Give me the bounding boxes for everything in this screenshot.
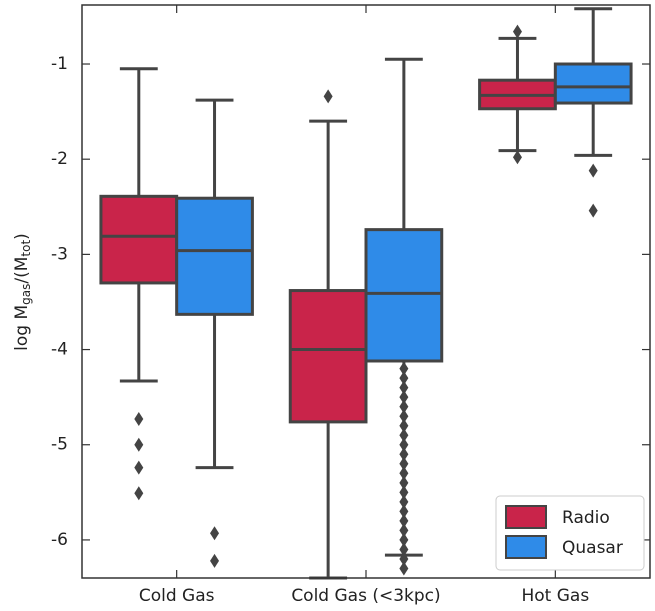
box: [288, 289, 368, 424]
outlier: [399, 466, 409, 481]
outlier: [323, 89, 333, 104]
outlier: [512, 150, 522, 165]
legend-swatch: [505, 535, 547, 559]
outlier: [399, 561, 409, 576]
outlier: [134, 486, 144, 501]
outlier: [134, 412, 144, 427]
outlier: [399, 447, 409, 462]
x-tick-label: Cold Gas: [139, 586, 215, 606]
outlier: [399, 409, 409, 424]
y-label-part: /(M: [12, 257, 32, 284]
box: [553, 62, 633, 105]
outlier: [399, 513, 409, 528]
outlier: [399, 494, 409, 509]
y-label-part: gas: [19, 284, 33, 305]
outlier: [399, 371, 409, 386]
box: [175, 196, 254, 316]
outlier: [399, 361, 409, 376]
outlier: [399, 504, 409, 519]
outlier: [399, 399, 409, 414]
outlier: [588, 203, 598, 218]
outlier: [399, 437, 409, 452]
legend-label: Radio: [562, 508, 610, 528]
y-tick-label: -6: [51, 530, 68, 550]
plot-frame: [81, 4, 651, 579]
outlier: [399, 428, 409, 443]
outlier: [399, 532, 409, 547]
outlier: [399, 475, 409, 490]
outlier: [134, 437, 144, 452]
outlier: [210, 553, 220, 568]
y-tick-label: -4: [51, 340, 68, 360]
y-tick-label: -1: [51, 54, 68, 74]
box: [99, 194, 179, 285]
y-axis-label: log Mgas/(Mtot): [12, 233, 33, 351]
y-label-part: ): [12, 233, 32, 240]
y-label-part: tot: [19, 240, 33, 257]
outlier: [399, 523, 409, 538]
x-tick-label: Hot Gas: [521, 586, 589, 606]
outlier: [588, 163, 598, 178]
outlier: [399, 551, 409, 566]
y-tick-label: -2: [51, 149, 68, 169]
y-label-part: log M: [12, 305, 32, 351]
outlier: [399, 390, 409, 405]
legend-swatch: [505, 505, 547, 529]
outlier: [399, 542, 409, 557]
legend-label: Quasar: [562, 538, 623, 558]
outlier: [399, 456, 409, 471]
x-tick-label: Cold Gas (<3kpc): [291, 586, 440, 606]
y-tick-label: -5: [51, 435, 68, 455]
outlier: [512, 24, 522, 39]
outlier: [399, 485, 409, 500]
outlier: [134, 460, 144, 475]
y-tick-label: -3: [51, 244, 68, 264]
box: [364, 228, 444, 363]
outlier: [210, 526, 220, 541]
outlier: [399, 380, 409, 395]
outlier: [399, 418, 409, 433]
